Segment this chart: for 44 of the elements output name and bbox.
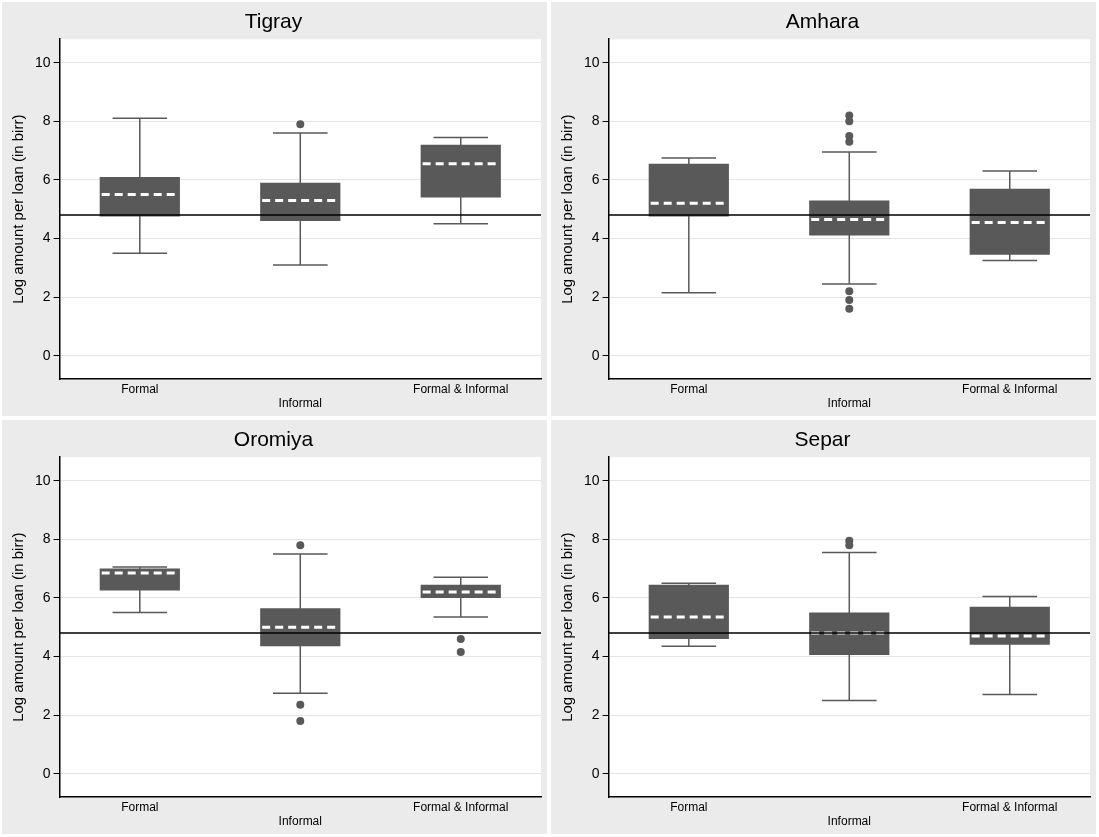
y-axis-title: Log amount per loan (in birr) <box>9 114 27 304</box>
y-tick-label: 10 <box>583 471 600 488</box>
chart-title: Amhara <box>785 9 860 33</box>
y-tick-label: 8 <box>42 112 51 129</box>
y-tick-label: 6 <box>591 170 600 187</box>
chart-title: Separ <box>794 427 851 451</box>
y-tick-label: 0 <box>42 764 51 781</box>
y-tick-label: 8 <box>591 112 600 129</box>
y-tick-label: 0 <box>591 764 600 781</box>
x-tick-label: Formal <box>670 799 708 814</box>
y-axis-title: Log amount per loan (in birr) <box>9 532 27 722</box>
x-tick-label: Informal <box>827 396 871 411</box>
y-axis-title: Log amount per loan (in birr) <box>558 114 576 304</box>
x-tick-label: Informal <box>827 814 871 829</box>
x-tick-label: Informal <box>278 396 322 411</box>
x-tick-label: Formal & Informal <box>413 799 509 814</box>
y-tick-label: 8 <box>591 530 600 547</box>
y-tick-label: 10 <box>583 53 600 70</box>
y-tick-label: 2 <box>591 287 600 304</box>
y-tick-label: 4 <box>42 229 51 246</box>
y-tick-label: 2 <box>591 705 600 722</box>
y-tick-label: 2 <box>42 287 51 304</box>
y-tick-label: 0 <box>42 346 51 363</box>
x-tick-label: Formal & Informal <box>413 381 509 396</box>
x-tick-label: Formal <box>670 381 708 396</box>
y-tick-label: 6 <box>42 170 51 187</box>
y-tick-label: 10 <box>34 53 51 70</box>
x-tick-label: Formal <box>121 381 159 396</box>
chart-title: Tigray <box>244 9 303 33</box>
y-tick-label: 6 <box>42 588 51 605</box>
y-tick-label: 10 <box>34 471 51 488</box>
y-tick-label: 4 <box>591 229 600 246</box>
y-tick-label: 4 <box>591 647 600 664</box>
y-tick-label: 0 <box>591 346 600 363</box>
x-tick-label: Informal <box>278 814 322 829</box>
x-tick-label: Formal & Informal <box>962 381 1058 396</box>
y-tick-label: 6 <box>591 588 600 605</box>
y-tick-label: 8 <box>42 530 51 547</box>
x-tick-label: Formal <box>121 799 159 814</box>
y-tick-label: 2 <box>42 705 51 722</box>
y-tick-label: 4 <box>42 647 51 664</box>
x-tick-label: Formal & Informal <box>962 799 1058 814</box>
y-axis-title: Log amount per loan (in birr) <box>558 532 576 722</box>
chart-title: Oromiya <box>233 427 314 451</box>
